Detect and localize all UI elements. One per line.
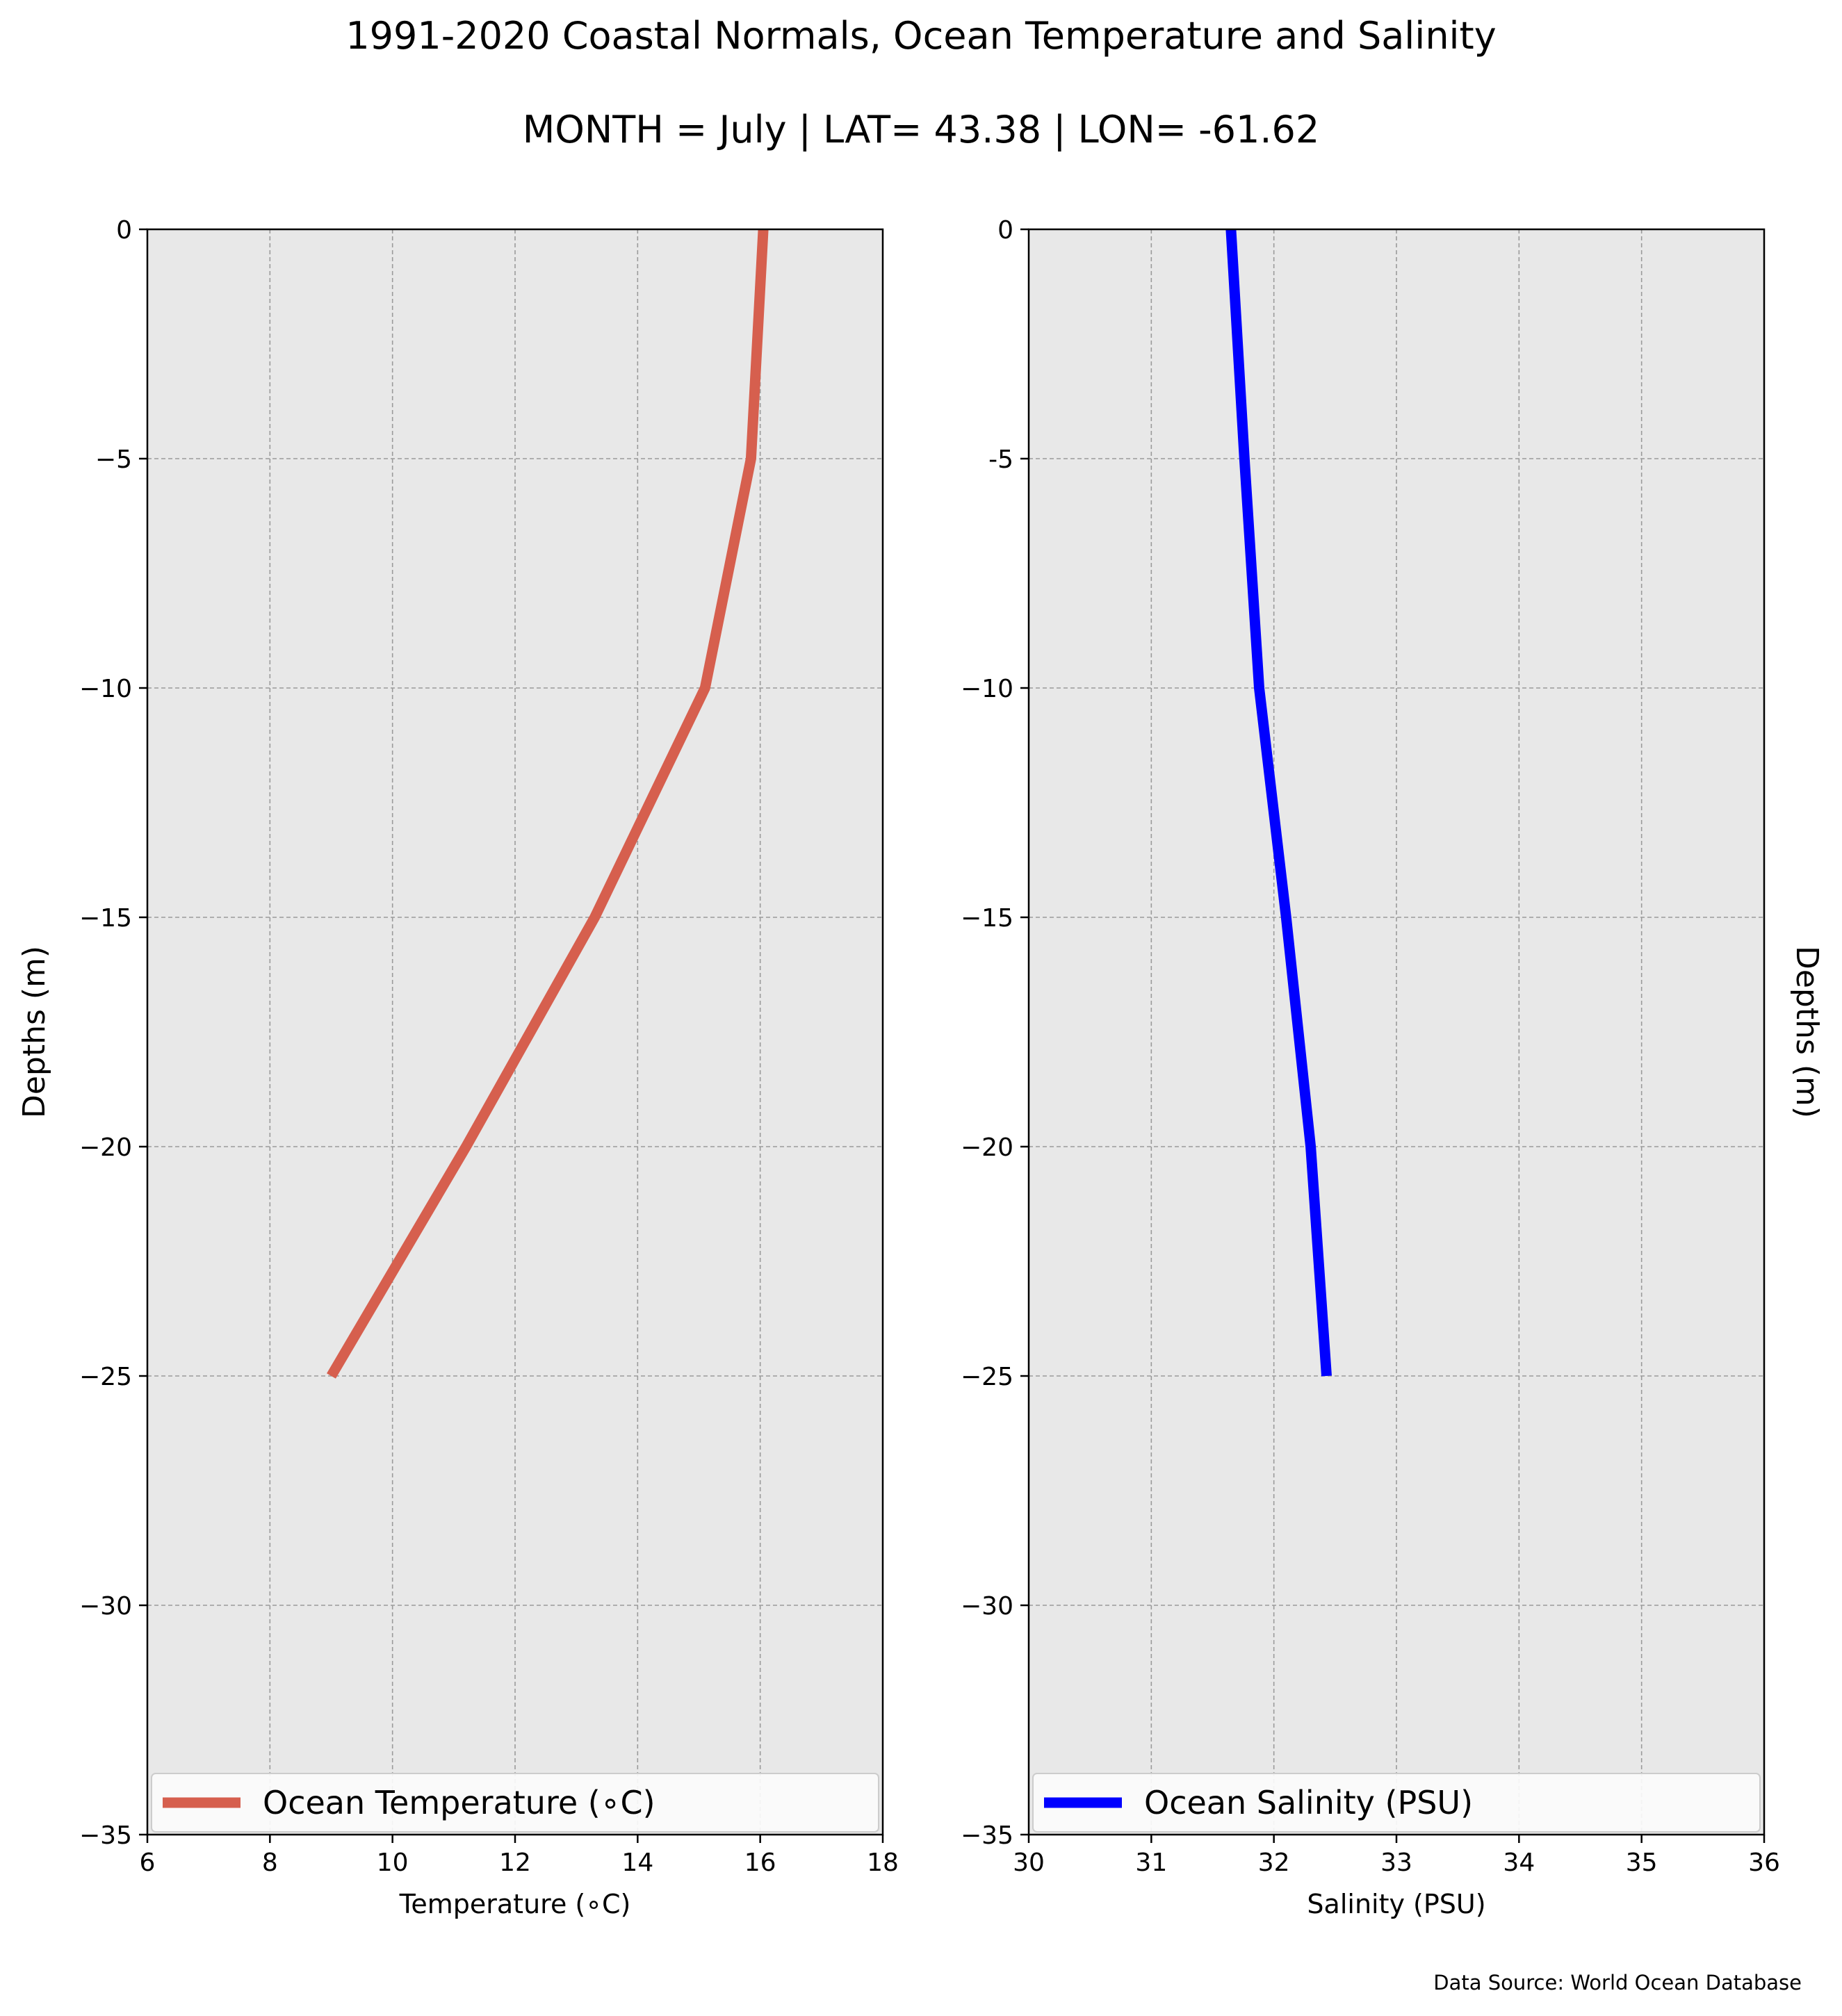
- y-tick-label: −35: [79, 1821, 132, 1850]
- x-tick-label: 8: [262, 1849, 278, 1877]
- x-tick-label: 6: [140, 1849, 156, 1877]
- y-tick-label: −35: [961, 1821, 1013, 1850]
- chart-title: 1991-2020 Coastal Normals, Ocean Tempera…: [345, 14, 1497, 58]
- x-tick-label: 10: [377, 1849, 409, 1877]
- data-source-note: Data Source: World Ocean Database: [1433, 1971, 1802, 1994]
- y-tick-label: −15: [961, 904, 1013, 933]
- x-tick-label: 36: [1748, 1849, 1780, 1877]
- y-tick-label: −30: [79, 1592, 132, 1621]
- x-axis-label: Salinity (PSU): [1307, 1889, 1485, 1919]
- y-axis-label: Depths (m): [1789, 946, 1825, 1118]
- y-tick-label: −20: [961, 1133, 1013, 1162]
- x-tick-label: 31: [1135, 1849, 1167, 1877]
- legend-label: Ocean Salinity (PSU): [1144, 1784, 1473, 1821]
- chart-subtitle: MONTH = July | LAT= 43.38 | LON= -61.62: [522, 108, 1320, 151]
- x-tick-label: 14: [621, 1849, 653, 1877]
- legend-box: [151, 1773, 879, 1833]
- legend-box: [1032, 1773, 1761, 1833]
- y-tick-label: 0: [997, 216, 1013, 245]
- x-axis-label: Temperature (∘C): [399, 1889, 631, 1919]
- y-tick-label: −15: [79, 904, 132, 933]
- temperature-panel: Ocean Temperature (∘C) 6 8 10 12 14 16 18 0 −5 −10…: [17, 216, 899, 1919]
- legend-label: Ocean Temperature (∘C): [263, 1784, 655, 1821]
- x-tick-label: 30: [1013, 1849, 1045, 1877]
- y-tick-label: 0: [116, 216, 132, 245]
- y-tick-label: -5: [988, 445, 1013, 474]
- x-tick-label: 35: [1626, 1849, 1658, 1877]
- series-line: [327, 229, 769, 1379]
- x-tick-label: 18: [867, 1849, 899, 1877]
- x-tick-label: 12: [499, 1849, 531, 1877]
- series-line: [1225, 229, 1332, 1377]
- y-tick-label: −5: [95, 445, 132, 474]
- y-axis-label: Depths (m): [17, 946, 52, 1118]
- x-tick-label: 33: [1380, 1849, 1412, 1877]
- y-tick-label: −30: [961, 1592, 1013, 1621]
- x-tick-label: 32: [1258, 1849, 1290, 1877]
- x-tick-label: 34: [1503, 1849, 1535, 1877]
- y-tick-label: −10: [961, 675, 1013, 703]
- y-tick-label: −25: [961, 1363, 1013, 1391]
- y-tick-label: −10: [79, 675, 132, 703]
- y-tick-label: −25: [79, 1363, 132, 1391]
- x-tick-label: 16: [744, 1849, 776, 1877]
- salinity-panel: Ocean Salinity (PSU) 30 31 32 33 34 35 36 0 -5 −10…: [961, 216, 1825, 1919]
- y-tick-label: −20: [79, 1133, 132, 1162]
